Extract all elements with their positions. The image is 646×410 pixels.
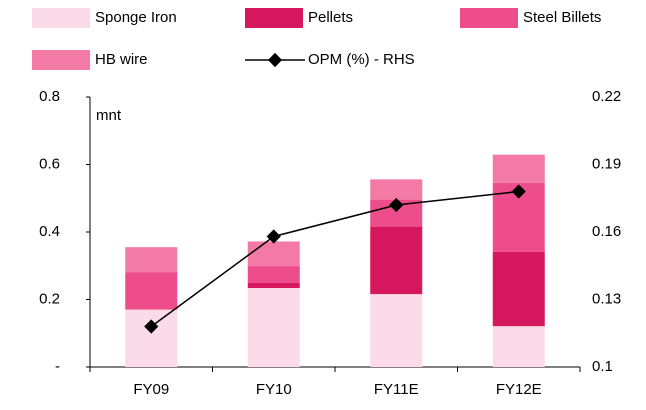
- y-tick-label: 0.4: [39, 223, 60, 240]
- x-tick-label: FY11E: [374, 381, 419, 398]
- line-marker: [266, 229, 281, 244]
- line-marker: [389, 197, 404, 213]
- line-marker: [144, 319, 159, 334]
- bar-segment: [492, 154, 545, 183]
- y2-tick-label: 0.1: [592, 358, 613, 375]
- bar-segment: [247, 288, 300, 367]
- y2-tick-label: 0.13: [592, 290, 621, 307]
- bar-segment: [370, 226, 423, 295]
- y2-tick-label: 0.16: [592, 223, 621, 240]
- unit-annotation: mnt: [96, 107, 122, 124]
- legend-label: OPM (%) - RHS: [308, 51, 415, 68]
- legend-label: Steel Billets: [523, 9, 601, 26]
- legend-swatch: [32, 50, 90, 70]
- x-tick-label: FY12E: [496, 381, 542, 398]
- x-tick-label: FY10: [256, 381, 292, 398]
- bar-segment: [492, 326, 545, 367]
- legend-label: Pellets: [308, 9, 353, 26]
- bar-segment: [370, 179, 423, 200]
- y2-tick-label: 0.22: [592, 88, 621, 105]
- bar-segment: [247, 266, 300, 283]
- line-marker: [511, 184, 526, 199]
- y-tick-label: -: [55, 358, 60, 375]
- line-series: [150, 190, 519, 328]
- bar-segment: [247, 241, 300, 267]
- x-tick-label: FY09: [133, 381, 169, 398]
- y2-tick-label: 0.19: [592, 155, 621, 172]
- legend-swatch: [460, 8, 518, 28]
- bar-segment: [125, 272, 178, 310]
- bar-segment: [370, 294, 423, 367]
- legend-swatch: [32, 8, 90, 28]
- legend-swatch: [245, 8, 303, 28]
- y-tick-label: 0.2: [39, 290, 60, 307]
- bar-segment: [492, 251, 545, 327]
- bar-segment: [125, 309, 178, 367]
- legend-label: Sponge Iron: [95, 9, 177, 26]
- y-tick-label: 0.6: [39, 155, 60, 172]
- bar-segment: [125, 247, 178, 273]
- bar-segment: [247, 282, 300, 289]
- legend-marker: [267, 52, 283, 68]
- legend-label: HB wire: [95, 51, 148, 68]
- y-tick-label: 0.8: [39, 88, 60, 105]
